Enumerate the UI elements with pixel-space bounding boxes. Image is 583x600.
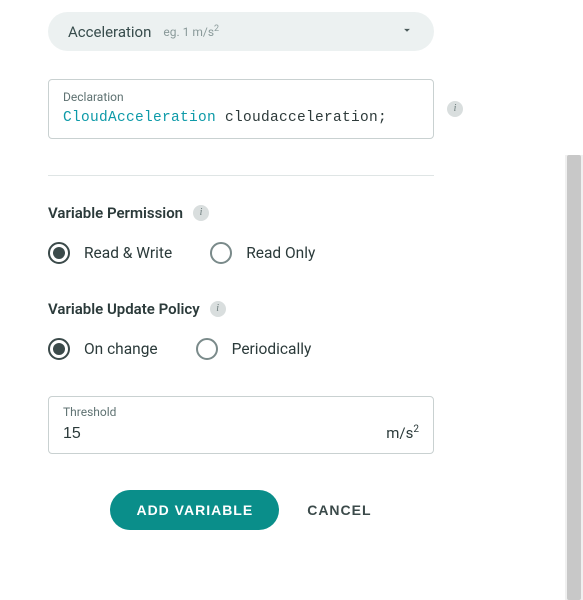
scrollbar-track[interactable] <box>565 155 583 600</box>
action-row: ADD VARIABLE CANCEL <box>48 490 434 530</box>
add-variable-button[interactable]: ADD VARIABLE <box>110 490 279 530</box>
update-option-periodically[interactable]: Periodically <box>196 338 312 360</box>
threshold-field[interactable]: Threshold m/s2 <box>48 396 434 454</box>
chevron-down-icon <box>400 22 414 41</box>
radio-label: Read Only <box>246 244 315 262</box>
radio-icon <box>48 338 70 360</box>
permission-option-read-only[interactable]: Read Only <box>210 242 315 264</box>
info-icon[interactable]: i <box>193 205 209 221</box>
threshold-unit-exp: 2 <box>413 424 419 435</box>
radio-icon <box>210 242 232 264</box>
permission-radio-group: Read & Write Read Only <box>48 242 512 264</box>
dropdown-selected-label: Acceleration <box>68 23 151 41</box>
update-policy-radio-group: On change Periodically <box>48 338 512 360</box>
declaration-box: Declaration CloudAcceleration cloudaccel… <box>48 79 434 139</box>
threshold-inner: Threshold <box>63 405 386 443</box>
update-option-on-change[interactable]: On change <box>48 338 158 360</box>
modal-panel: Acceleration eg. 1 m/s2 Declaration Clou… <box>0 0 583 600</box>
update-policy-title: Variable Update Policy <box>48 300 200 318</box>
unit-type-dropdown[interactable]: Acceleration eg. 1 m/s2 <box>48 12 434 51</box>
form-content: Acceleration eg. 1 m/s2 Declaration Clou… <box>0 0 560 530</box>
dropdown-hint-text: eg. 1 m/s <box>163 25 214 39</box>
radio-label: On change <box>84 340 158 358</box>
radio-label: Periodically <box>232 340 312 358</box>
permission-option-read-write[interactable]: Read & Write <box>48 242 172 264</box>
declaration-var-token: cloudacceleration; <box>216 110 387 126</box>
declaration-type-token: CloudAcceleration <box>63 110 216 126</box>
dropdown-hint: eg. 1 m/s2 <box>163 24 219 39</box>
info-icon[interactable]: i <box>447 101 463 117</box>
radio-icon <box>48 242 70 264</box>
threshold-unit-text: m/s <box>386 424 413 442</box>
permission-header: Variable Permission i <box>48 204 512 222</box>
permission-title: Variable Permission <box>48 204 183 222</box>
scrollbar-thumb[interactable] <box>567 155 581 600</box>
cancel-button[interactable]: CANCEL <box>307 502 371 518</box>
threshold-label: Threshold <box>63 405 386 419</box>
radio-label: Read & Write <box>84 244 172 262</box>
declaration-code: CloudAcceleration cloudacceleration; <box>63 110 419 126</box>
update-policy-header: Variable Update Policy i <box>48 300 512 318</box>
radio-icon <box>196 338 218 360</box>
declaration-label: Declaration <box>63 90 419 104</box>
threshold-unit: m/s2 <box>386 424 419 443</box>
threshold-input[interactable] <box>63 425 386 443</box>
info-icon[interactable]: i <box>210 301 226 317</box>
section-divider <box>48 175 434 176</box>
dropdown-hint-exp: 2 <box>214 24 219 34</box>
